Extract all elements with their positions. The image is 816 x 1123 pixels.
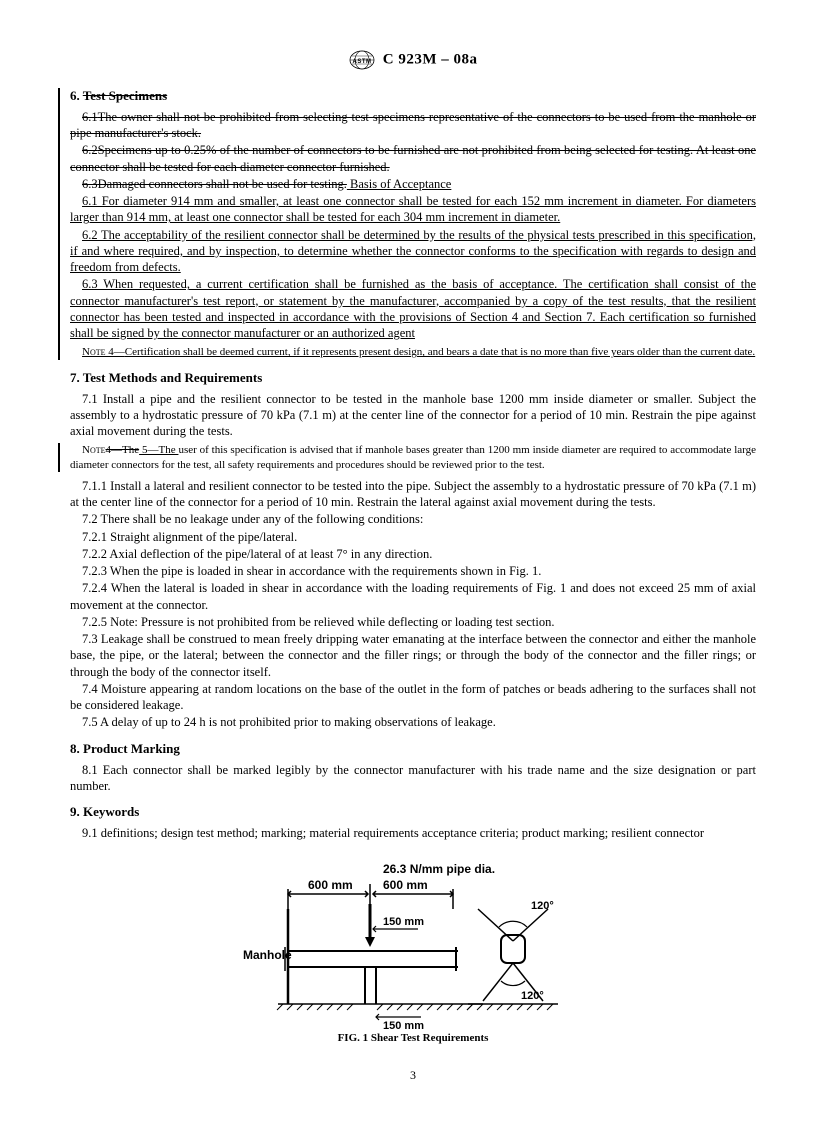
para-6-1-old: 6.1The owner shall not be prohibited fro… — [70, 109, 756, 142]
fig-label-150-bottom: 150 mm — [383, 1020, 424, 1029]
fig-label-600-left: 600 mm — [308, 878, 353, 892]
para-6-1-new: 6.1 For diameter 914 mm and smaller, at … — [70, 193, 756, 226]
para-7-1-1: 7.1.1 Install a lateral and resilient co… — [70, 478, 756, 511]
fig-label-120-bottom: 120° — [521, 990, 544, 1002]
shear-test-diagram: 26.3 N/mm pipe dia. 600 mm 600 mm Manhol… — [243, 859, 583, 1029]
section-6-changed: 6. Test Specimens 6.1The owner shall not… — [58, 88, 756, 360]
para-6-3-old: 6.3Damaged connectors shall not be used … — [70, 176, 756, 192]
fig-label-top: 26.3 N/mm pipe dia. — [383, 862, 495, 876]
note-5-changed: Note4—The 5—The user of this specificati… — [58, 443, 756, 472]
fig-label-manhole: Manhole — [243, 948, 292, 962]
para-6-2-old: 6.2Specimens up to 0.25% of the number o… — [70, 142, 756, 175]
section-9-head: 9. Keywords — [70, 804, 756, 821]
section-7-head: 7. Test Methods and Requirements — [70, 370, 756, 387]
note-5: Note4—The 5—The user of this specificati… — [70, 443, 756, 472]
para-7-1: 7.1 Install a pipe and the resilient con… — [70, 391, 756, 440]
para-6-2-new: 6.2 The acceptability of the resilient c… — [70, 227, 756, 276]
svg-text:ASTM: ASTM — [352, 59, 371, 65]
standard-number: C 923M – 08a — [383, 51, 478, 67]
page-number: 3 — [70, 1068, 756, 1084]
para-7-2-1: 7.2.1 Straight alignment of the pipe/lat… — [70, 529, 756, 545]
para-8-1: 8.1 Each connector shall be marked legib… — [70, 762, 756, 795]
fig-label-150-top: 150 mm — [383, 916, 424, 928]
section-8-head: 8. Product Marking — [70, 741, 756, 758]
para-7-4: 7.4 Moisture appearing at random locatio… — [70, 681, 756, 714]
fig-label-600-right: 600 mm — [383, 878, 428, 892]
para-7-2: 7.2 There shall be no leakage under any … — [70, 511, 756, 527]
para-7-2-5: 7.2.5 Note: Pressure is not prohibited f… — [70, 614, 756, 630]
para-6-3-new: 6.3 When requested, a current certificat… — [70, 276, 756, 341]
para-7-3: 7.3 Leakage shall be construed to mean f… — [70, 631, 756, 680]
astm-logo: ASTM — [349, 50, 375, 70]
para-7-2-4: 7.2.4 When the lateral is loaded in shea… — [70, 580, 756, 613]
note-4: Note 4—Certification shall be deemed cur… — [70, 345, 756, 359]
page-header: ASTM C 923M – 08a — [70, 50, 756, 70]
para-7-2-2: 7.2.2 Axial deflection of the pipe/later… — [70, 546, 756, 562]
fig-label-120-top: 120° — [531, 900, 554, 912]
para-9-1: 9.1 definitions; design test method; mar… — [70, 825, 756, 841]
section-6-head: 6. Test Specimens — [70, 88, 756, 105]
figure-1: 26.3 N/mm pipe dia. 600 mm 600 mm Manhol… — [70, 859, 756, 1045]
para-7-2-3: 7.2.3 When the pipe is loaded in shear i… — [70, 563, 756, 579]
figure-1-caption: FIG. 1 Shear Test Requirements — [70, 1031, 756, 1045]
para-7-5: 7.5 A delay of up to 24 h is not prohibi… — [70, 714, 756, 730]
